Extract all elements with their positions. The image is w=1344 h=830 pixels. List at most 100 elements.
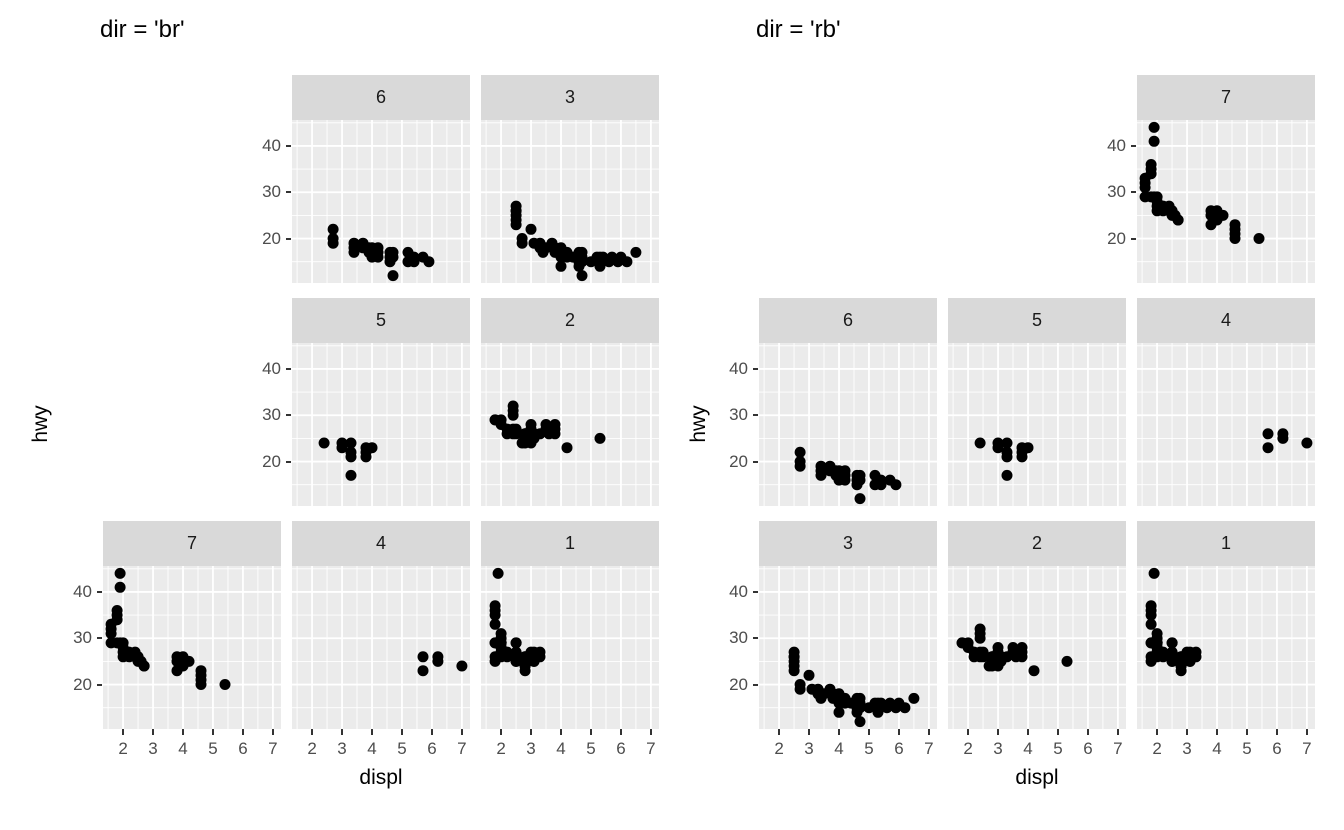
data-point [540, 419, 552, 430]
data-point [1007, 642, 1019, 653]
y-tick-mark [753, 414, 758, 417]
major-gridlines [759, 566, 937, 729]
x-tick-label: 6 [1083, 739, 1093, 758]
data-point [1022, 442, 1034, 454]
facet-strip-label: 1 [564, 533, 575, 553]
data-point [348, 246, 360, 258]
data-point [1301, 437, 1313, 449]
data-point [1229, 233, 1241, 244]
x-tick-label: 3 [148, 739, 158, 758]
data-point [839, 474, 851, 486]
data-point [345, 451, 357, 463]
facet-strip-label: 7 [186, 533, 197, 553]
facet-figure-rb: dir = 'rb' hwy displ 7 20 30 40 6 20 30 40 5 4 3 20… [672, 0, 1344, 830]
facet-strip-label: 5 [1031, 310, 1042, 330]
y-tick-label: 30 [1107, 182, 1126, 202]
data-point [345, 437, 357, 449]
x-tick-mark [1116, 729, 1119, 735]
facet-strip: 7 [1137, 75, 1315, 120]
facet-plot-area [292, 343, 470, 506]
y-axis-title: hwy [29, 405, 52, 443]
x-tick-mark [1275, 729, 1278, 735]
facet-panel-2 [948, 566, 1126, 729]
y-tick-label: 20 [73, 674, 92, 694]
data-point [525, 646, 537, 658]
data-point [1277, 432, 1289, 444]
y-tick-label: 30 [729, 405, 748, 425]
x-tick-mark [1027, 729, 1029, 735]
x-tick-mark [122, 729, 125, 735]
data-point [594, 260, 606, 272]
y-tick-label: 30 [73, 628, 92, 648]
data-point [1151, 651, 1163, 663]
data-point [815, 469, 827, 481]
points [788, 646, 920, 728]
data-point [525, 223, 537, 235]
major-gridlines [481, 120, 659, 283]
data-point [962, 637, 974, 649]
facet-strip: 7 [103, 521, 281, 566]
x-tick-mark [500, 729, 503, 735]
data-point [195, 679, 207, 690]
facet-panel-4 [1137, 343, 1315, 506]
data-point [525, 419, 537, 430]
facet-strip: 6 [292, 75, 470, 120]
x-tick-label: 3 [1182, 739, 1192, 758]
facet-panel-5 [292, 343, 470, 506]
points [1262, 428, 1313, 454]
data-point [1190, 646, 1202, 658]
y-tick-label: 20 [729, 674, 748, 694]
data-point [794, 446, 806, 458]
y-tick-mark [753, 637, 758, 640]
points [318, 437, 378, 481]
data-point [387, 270, 399, 282]
x-tick-mark [271, 729, 274, 735]
x-tick-label: 5 [864, 739, 874, 758]
data-point [974, 437, 986, 449]
points [489, 400, 606, 454]
data-point [899, 702, 911, 714]
facet-plot-area [1137, 120, 1315, 283]
x-tick-label: 2 [1152, 739, 1162, 758]
facet-panel-7 [103, 566, 281, 729]
x-tick-label: 7 [1302, 739, 1312, 758]
x-tick-label: 3 [526, 739, 536, 758]
major-gridlines [1137, 566, 1315, 729]
data-point [534, 646, 546, 658]
minor-gridlines [1137, 343, 1315, 506]
facet-strip-label: 6 [375, 87, 386, 107]
minor-gridlines [759, 343, 937, 506]
facet-plot-area [292, 120, 470, 283]
x-tick-label: 5 [586, 739, 596, 758]
data-point [788, 665, 800, 677]
data-point [555, 260, 567, 272]
data-point [992, 642, 1004, 653]
x-tick-label: 6 [238, 739, 248, 758]
facet-strip: 2 [481, 298, 659, 343]
data-point [1001, 451, 1013, 463]
y-tick-label: 20 [1107, 228, 1126, 248]
y-tick-label: 30 [729, 628, 748, 648]
facet-strip: 3 [481, 75, 659, 120]
facet-strip-label: 2 [564, 310, 575, 330]
x-tick-mark [152, 729, 155, 735]
facet-panel-7 [1137, 120, 1315, 283]
data-point [992, 442, 1004, 454]
facet-panel-1 [481, 566, 659, 729]
x-tick-mark [311, 729, 314, 735]
data-point [549, 419, 561, 430]
points [1145, 567, 1202, 677]
data-point [183, 655, 195, 667]
x-tick-mark [927, 729, 930, 735]
data-point [372, 251, 384, 263]
data-point [1151, 637, 1163, 649]
minor-gridlines [292, 566, 470, 729]
facet-strip: 5 [948, 298, 1126, 343]
y-tick-mark [753, 683, 758, 686]
x-tick-mark [430, 729, 433, 735]
data-point [1016, 451, 1028, 463]
x-tick-label: 2 [963, 739, 973, 758]
data-point [489, 618, 501, 630]
data-point [977, 646, 989, 658]
data-point [872, 706, 884, 718]
